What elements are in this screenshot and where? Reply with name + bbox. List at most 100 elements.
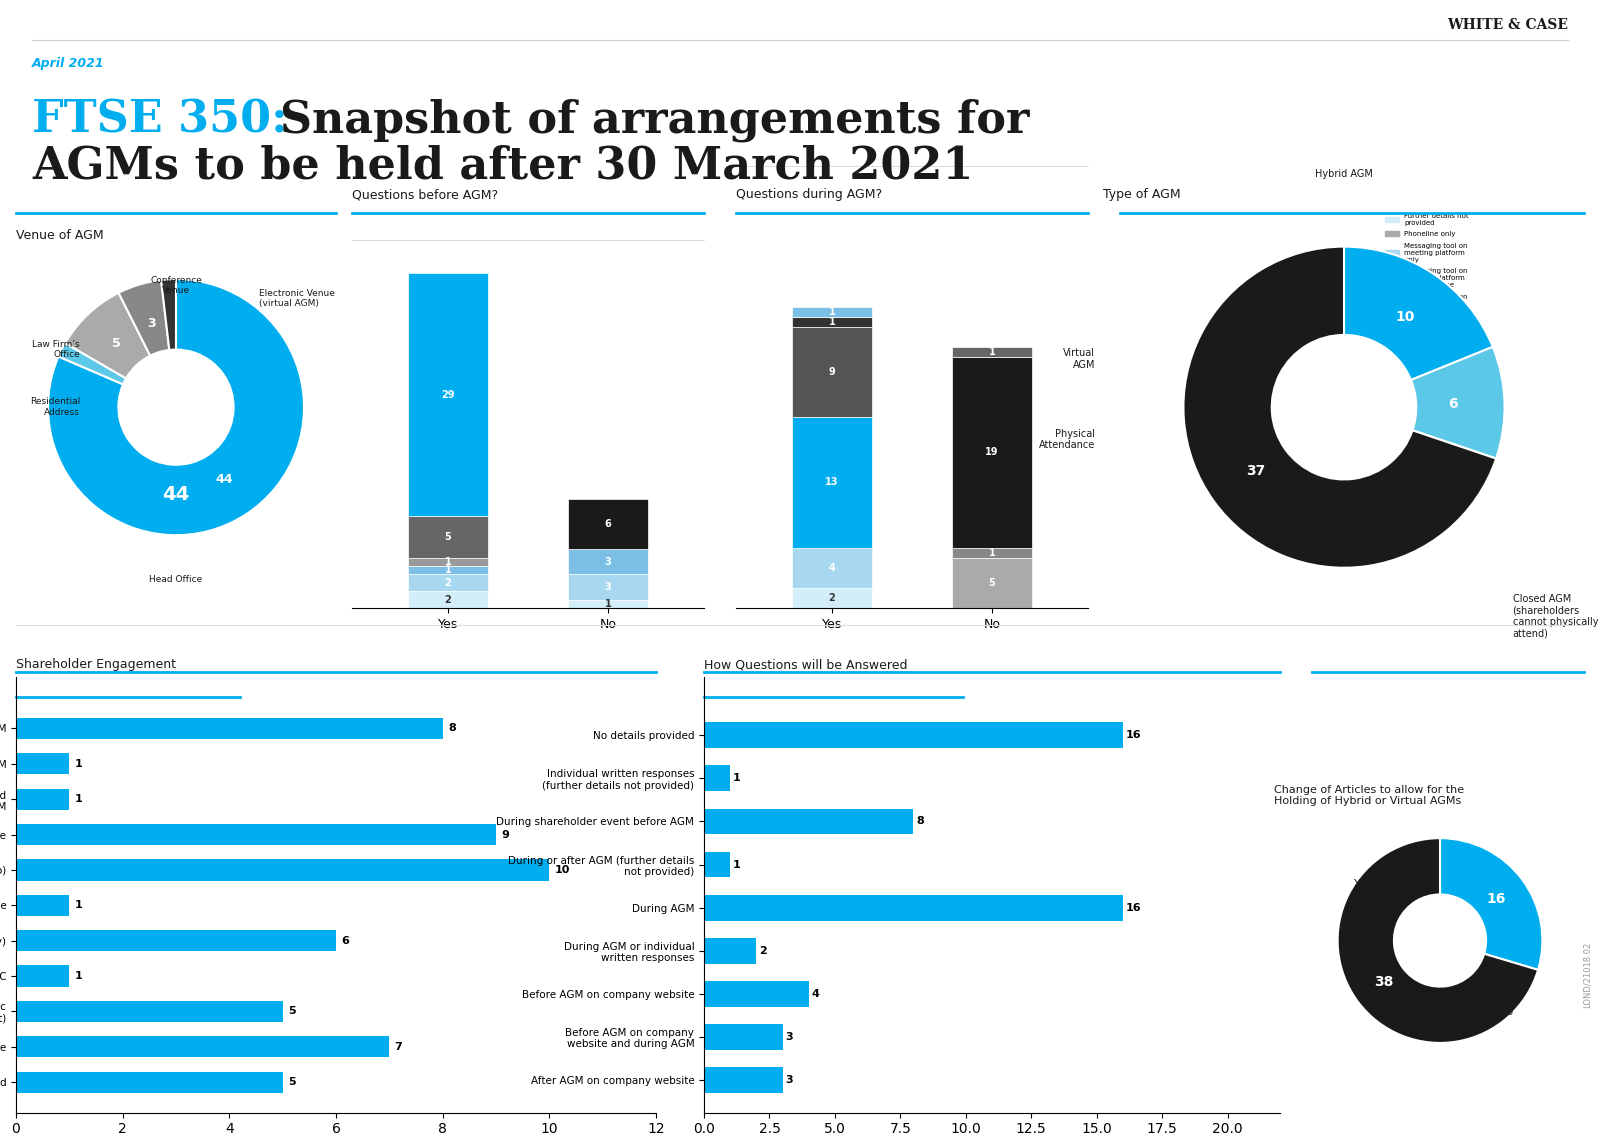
Text: 2: 2 bbox=[829, 593, 835, 603]
Text: 8: 8 bbox=[448, 724, 456, 733]
Wedge shape bbox=[1413, 430, 1496, 459]
Wedge shape bbox=[1344, 247, 1493, 380]
Text: 1: 1 bbox=[75, 972, 83, 981]
Text: 44: 44 bbox=[214, 474, 232, 486]
Text: 5: 5 bbox=[288, 1006, 296, 1016]
Bar bbox=[792, 548, 872, 588]
Wedge shape bbox=[59, 343, 126, 384]
Text: Venue of AGM: Venue of AGM bbox=[16, 229, 104, 242]
Text: Hybrid AGM: Hybrid AGM bbox=[1315, 170, 1373, 179]
Wedge shape bbox=[1411, 346, 1504, 459]
Bar bbox=[16, 1036, 389, 1058]
Text: 3: 3 bbox=[147, 318, 155, 330]
Text: 3: 3 bbox=[786, 1075, 792, 1085]
Bar bbox=[704, 938, 757, 963]
Bar bbox=[792, 588, 872, 608]
Wedge shape bbox=[66, 292, 150, 379]
Bar bbox=[704, 895, 1123, 921]
Bar bbox=[16, 1001, 283, 1022]
Bar bbox=[16, 930, 336, 951]
Text: Law Firm’s
Office: Law Firm’s Office bbox=[32, 340, 80, 359]
Text: LOND/21018.02: LOND/21018.02 bbox=[1582, 942, 1592, 1008]
Text: Conference
Venue: Conference Venue bbox=[150, 276, 202, 295]
Text: 1: 1 bbox=[829, 307, 835, 317]
Bar bbox=[568, 575, 648, 600]
Text: Change of Articles to allow for the
Holding of Hybrid or Virtual AGMs: Change of Articles to allow for the Hold… bbox=[1274, 785, 1464, 806]
Bar bbox=[952, 357, 1032, 548]
Text: 16: 16 bbox=[1125, 903, 1141, 913]
Legend: Further details not
provided, Phoneline only, Messaging tool on
meeting platform: Further details not provided, Phoneline … bbox=[1382, 210, 1472, 340]
Text: 19: 19 bbox=[986, 447, 998, 458]
Bar bbox=[792, 306, 872, 317]
Wedge shape bbox=[1184, 247, 1496, 568]
Bar bbox=[408, 591, 488, 608]
Text: Physical
Attendance: Physical Attendance bbox=[1038, 429, 1094, 450]
Text: No: No bbox=[1499, 1007, 1514, 1017]
Text: 6: 6 bbox=[341, 936, 349, 945]
Text: 10: 10 bbox=[1395, 310, 1414, 323]
Bar bbox=[16, 824, 496, 845]
Bar bbox=[792, 418, 872, 548]
Bar bbox=[704, 981, 808, 1007]
Wedge shape bbox=[1338, 838, 1538, 1043]
Text: 10: 10 bbox=[555, 865, 570, 875]
Text: Shareholder Engagement: Shareholder Engagement bbox=[16, 658, 176, 671]
Text: 1: 1 bbox=[445, 565, 451, 576]
Text: AGMs to be held after 30 March 2021: AGMs to be held after 30 March 2021 bbox=[32, 145, 973, 188]
Text: 4: 4 bbox=[811, 989, 819, 999]
Text: WHITE & CASE: WHITE & CASE bbox=[1446, 18, 1568, 32]
Text: Electronic Venue
(virtual AGM): Electronic Venue (virtual AGM) bbox=[259, 289, 334, 309]
Text: 1: 1 bbox=[605, 599, 611, 609]
Text: 3: 3 bbox=[605, 582, 611, 592]
Text: Virtual
AGM: Virtual AGM bbox=[1062, 349, 1094, 369]
Text: Head Office: Head Office bbox=[149, 576, 203, 585]
Bar bbox=[16, 1071, 283, 1093]
Bar bbox=[16, 895, 69, 916]
Bar bbox=[704, 723, 1123, 748]
Text: How Questions will be Answered: How Questions will be Answered bbox=[704, 658, 907, 671]
Text: 1: 1 bbox=[75, 759, 83, 768]
Bar bbox=[704, 1024, 782, 1050]
Bar bbox=[792, 317, 872, 327]
Text: 7: 7 bbox=[395, 1041, 403, 1052]
Text: Snapshot of arrangements for: Snapshot of arrangements for bbox=[280, 99, 1029, 142]
Text: 1: 1 bbox=[75, 900, 83, 911]
Text: 38: 38 bbox=[1374, 975, 1394, 989]
Text: 2: 2 bbox=[445, 594, 451, 604]
Text: 1: 1 bbox=[989, 348, 995, 357]
Wedge shape bbox=[1440, 838, 1542, 970]
Bar bbox=[408, 575, 488, 591]
Legend: Further details not
provided, Messaging tool on
meeting platform, email
and post: Further details not provided, Messaging … bbox=[976, 210, 1088, 356]
Text: 9: 9 bbox=[501, 829, 509, 840]
Text: 1: 1 bbox=[829, 317, 835, 327]
Text: Questions during AGM?: Questions during AGM? bbox=[736, 188, 882, 201]
Text: 1: 1 bbox=[75, 794, 83, 804]
Text: Closed AGM
(shareholders
cannot physically
attend): Closed AGM (shareholders cannot physical… bbox=[1512, 593, 1598, 639]
Text: 6: 6 bbox=[1448, 397, 1458, 411]
Text: 5: 5 bbox=[445, 532, 451, 541]
Text: 44: 44 bbox=[162, 485, 190, 504]
Text: 5: 5 bbox=[989, 578, 995, 587]
Text: 1: 1 bbox=[733, 773, 741, 783]
Bar bbox=[952, 348, 1032, 357]
Wedge shape bbox=[118, 280, 170, 356]
Text: April 2021: April 2021 bbox=[32, 56, 104, 70]
Text: Type of AGM: Type of AGM bbox=[1102, 188, 1181, 201]
Bar bbox=[408, 273, 488, 516]
Text: 13: 13 bbox=[826, 477, 838, 487]
Bar bbox=[16, 966, 69, 986]
Text: 3: 3 bbox=[786, 1032, 792, 1041]
Text: 9: 9 bbox=[829, 367, 835, 377]
Bar bbox=[704, 1067, 782, 1093]
Text: 6: 6 bbox=[605, 520, 611, 529]
Bar bbox=[952, 548, 1032, 557]
Text: FTSE 350:: FTSE 350: bbox=[32, 99, 302, 142]
Text: 2: 2 bbox=[758, 945, 766, 955]
Text: 1: 1 bbox=[733, 859, 741, 869]
Text: Yes: Yes bbox=[1354, 880, 1373, 889]
Bar bbox=[704, 765, 730, 791]
Text: 5: 5 bbox=[288, 1077, 296, 1087]
Text: Questions before AGM?: Questions before AGM? bbox=[352, 188, 498, 201]
Bar bbox=[568, 499, 648, 549]
Text: 8: 8 bbox=[917, 817, 923, 827]
